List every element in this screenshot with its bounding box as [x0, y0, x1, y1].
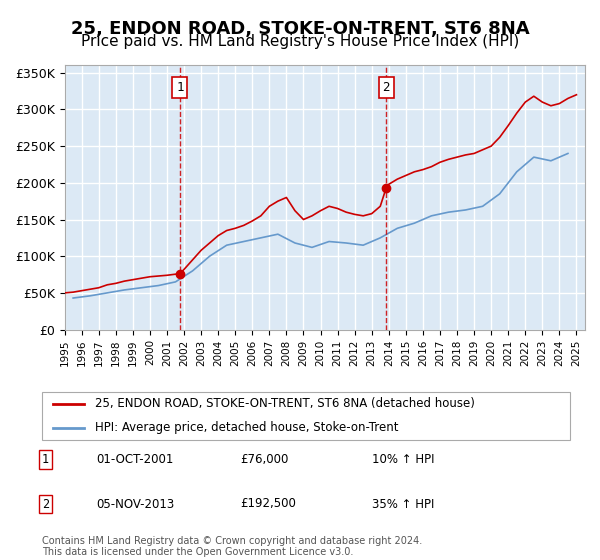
- Text: HPI: Average price, detached house, Stoke-on-Trent: HPI: Average price, detached house, Stok…: [95, 421, 398, 434]
- Text: 25, ENDON ROAD, STOKE-ON-TRENT, ST6 8NA: 25, ENDON ROAD, STOKE-ON-TRENT, ST6 8NA: [71, 20, 529, 38]
- Text: 2: 2: [42, 497, 49, 511]
- Text: 2: 2: [382, 81, 390, 94]
- Text: 05-NOV-2013: 05-NOV-2013: [96, 497, 174, 511]
- Text: £192,500: £192,500: [240, 497, 296, 511]
- Text: 10% ↑ HPI: 10% ↑ HPI: [372, 452, 434, 466]
- Text: 1: 1: [42, 452, 49, 466]
- Text: 35% ↑ HPI: 35% ↑ HPI: [372, 497, 434, 511]
- Text: Contains HM Land Registry data © Crown copyright and database right 2024.
This d: Contains HM Land Registry data © Crown c…: [42, 535, 422, 557]
- Text: 25, ENDON ROAD, STOKE-ON-TRENT, ST6 8NA (detached house): 25, ENDON ROAD, STOKE-ON-TRENT, ST6 8NA …: [95, 398, 475, 410]
- Text: £76,000: £76,000: [240, 452, 289, 466]
- Text: Price paid vs. HM Land Registry's House Price Index (HPI): Price paid vs. HM Land Registry's House …: [81, 34, 519, 49]
- Text: 1: 1: [176, 81, 184, 94]
- Text: 01-OCT-2001: 01-OCT-2001: [96, 452, 173, 466]
